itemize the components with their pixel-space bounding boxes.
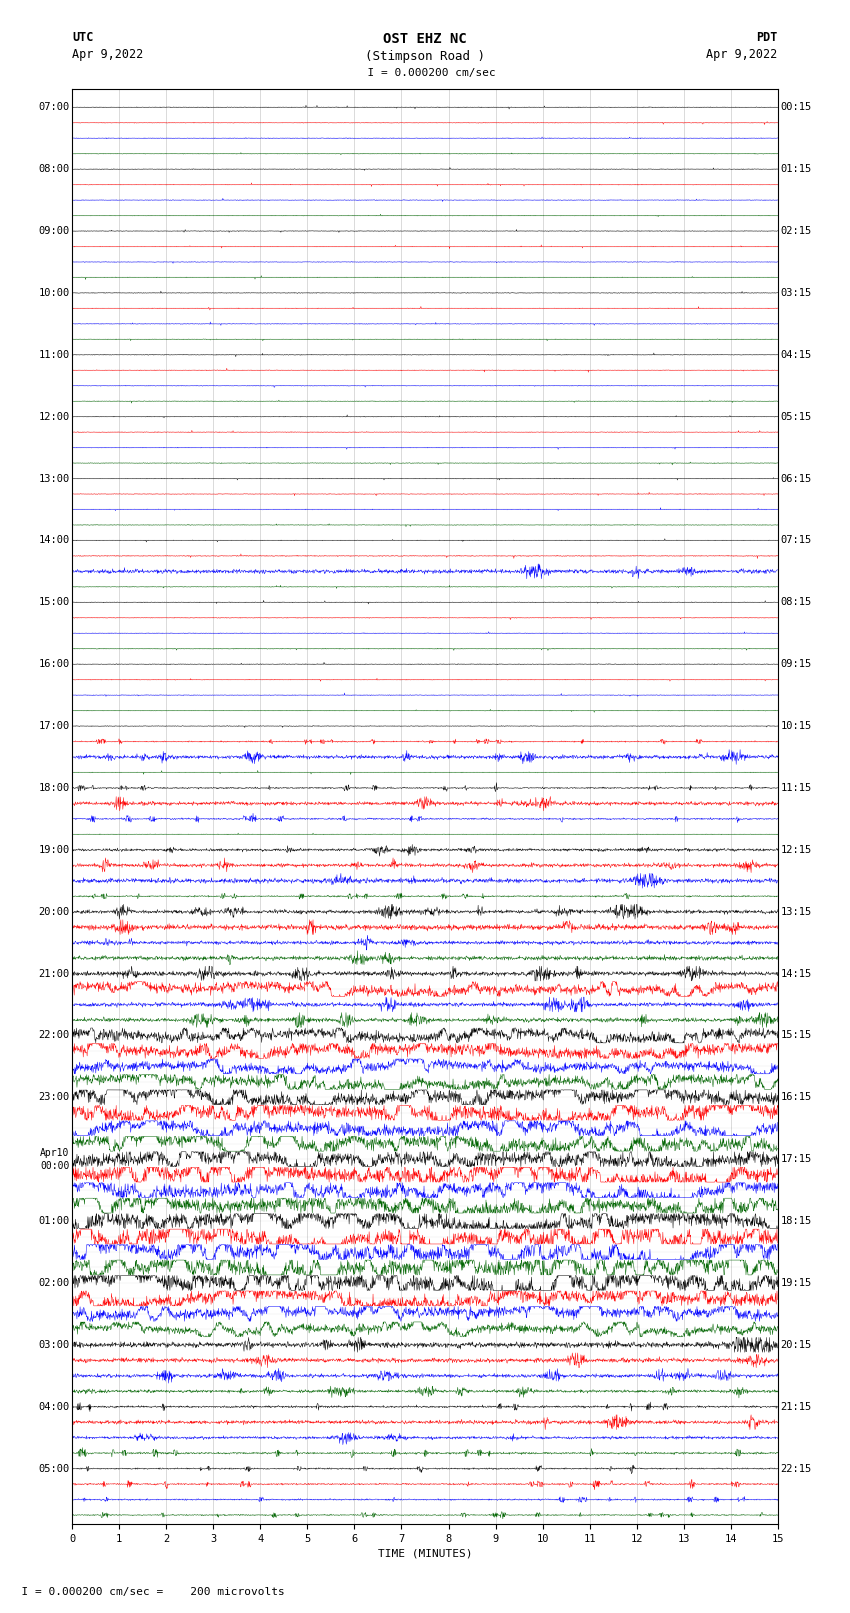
Text: 18:00: 18:00 <box>38 782 70 794</box>
Text: PDT: PDT <box>756 31 778 44</box>
Text: 10:15: 10:15 <box>780 721 812 731</box>
Text: 05:15: 05:15 <box>780 411 812 421</box>
Text: 13:00: 13:00 <box>38 474 70 484</box>
Text: Apr 9,2022: Apr 9,2022 <box>72 48 144 61</box>
Text: 07:15: 07:15 <box>780 536 812 545</box>
Text: 22:00: 22:00 <box>38 1031 70 1040</box>
Text: 20:00: 20:00 <box>38 907 70 916</box>
Text: 22:15: 22:15 <box>780 1463 812 1474</box>
Text: 14:00: 14:00 <box>38 536 70 545</box>
Text: 21:15: 21:15 <box>780 1402 812 1411</box>
Text: 19:15: 19:15 <box>780 1277 812 1287</box>
Text: 02:15: 02:15 <box>780 226 812 235</box>
Text: 01:00: 01:00 <box>38 1216 70 1226</box>
Text: 12:15: 12:15 <box>780 845 812 855</box>
Text: 11:00: 11:00 <box>38 350 70 360</box>
Text: 04:15: 04:15 <box>780 350 812 360</box>
Text: Apr10: Apr10 <box>40 1148 70 1158</box>
Text: 03:15: 03:15 <box>780 287 812 298</box>
Text: 13:15: 13:15 <box>780 907 812 916</box>
Text: 09:00: 09:00 <box>38 226 70 235</box>
Text: (Stimpson Road ): (Stimpson Road ) <box>365 50 485 63</box>
Text: 09:15: 09:15 <box>780 660 812 669</box>
Text: 21:00: 21:00 <box>38 968 70 979</box>
Text: 08:15: 08:15 <box>780 597 812 608</box>
Text: 01:15: 01:15 <box>780 165 812 174</box>
Text: 11:15: 11:15 <box>780 782 812 794</box>
Text: 17:00: 17:00 <box>38 721 70 731</box>
Text: 16:00: 16:00 <box>38 660 70 669</box>
Text: 18:15: 18:15 <box>780 1216 812 1226</box>
Text: 17:15: 17:15 <box>780 1155 812 1165</box>
Text: 03:00: 03:00 <box>38 1340 70 1350</box>
Text: Apr 9,2022: Apr 9,2022 <box>706 48 778 61</box>
Text: 06:15: 06:15 <box>780 474 812 484</box>
Text: 02:00: 02:00 <box>38 1277 70 1287</box>
Text: 20:15: 20:15 <box>780 1340 812 1350</box>
Text: 12:00: 12:00 <box>38 411 70 421</box>
Text: 05:00: 05:00 <box>38 1463 70 1474</box>
Text: I = 0.000200 cm/sec: I = 0.000200 cm/sec <box>354 68 496 77</box>
Text: 14:15: 14:15 <box>780 968 812 979</box>
Text: UTC: UTC <box>72 31 94 44</box>
Text: 00:00: 00:00 <box>40 1161 70 1171</box>
X-axis label: TIME (MINUTES): TIME (MINUTES) <box>377 1548 473 1558</box>
Text: OST EHZ NC: OST EHZ NC <box>383 32 467 47</box>
Text: 07:00: 07:00 <box>38 102 70 113</box>
Text: 19:00: 19:00 <box>38 845 70 855</box>
Text: 15:00: 15:00 <box>38 597 70 608</box>
Text: 08:00: 08:00 <box>38 165 70 174</box>
Text: 16:15: 16:15 <box>780 1092 812 1102</box>
Text: 00:15: 00:15 <box>780 102 812 113</box>
Text: I = 0.000200 cm/sec =    200 microvolts: I = 0.000200 cm/sec = 200 microvolts <box>8 1587 286 1597</box>
Text: 10:00: 10:00 <box>38 287 70 298</box>
Text: 15:15: 15:15 <box>780 1031 812 1040</box>
Text: 04:00: 04:00 <box>38 1402 70 1411</box>
Text: 23:00: 23:00 <box>38 1092 70 1102</box>
